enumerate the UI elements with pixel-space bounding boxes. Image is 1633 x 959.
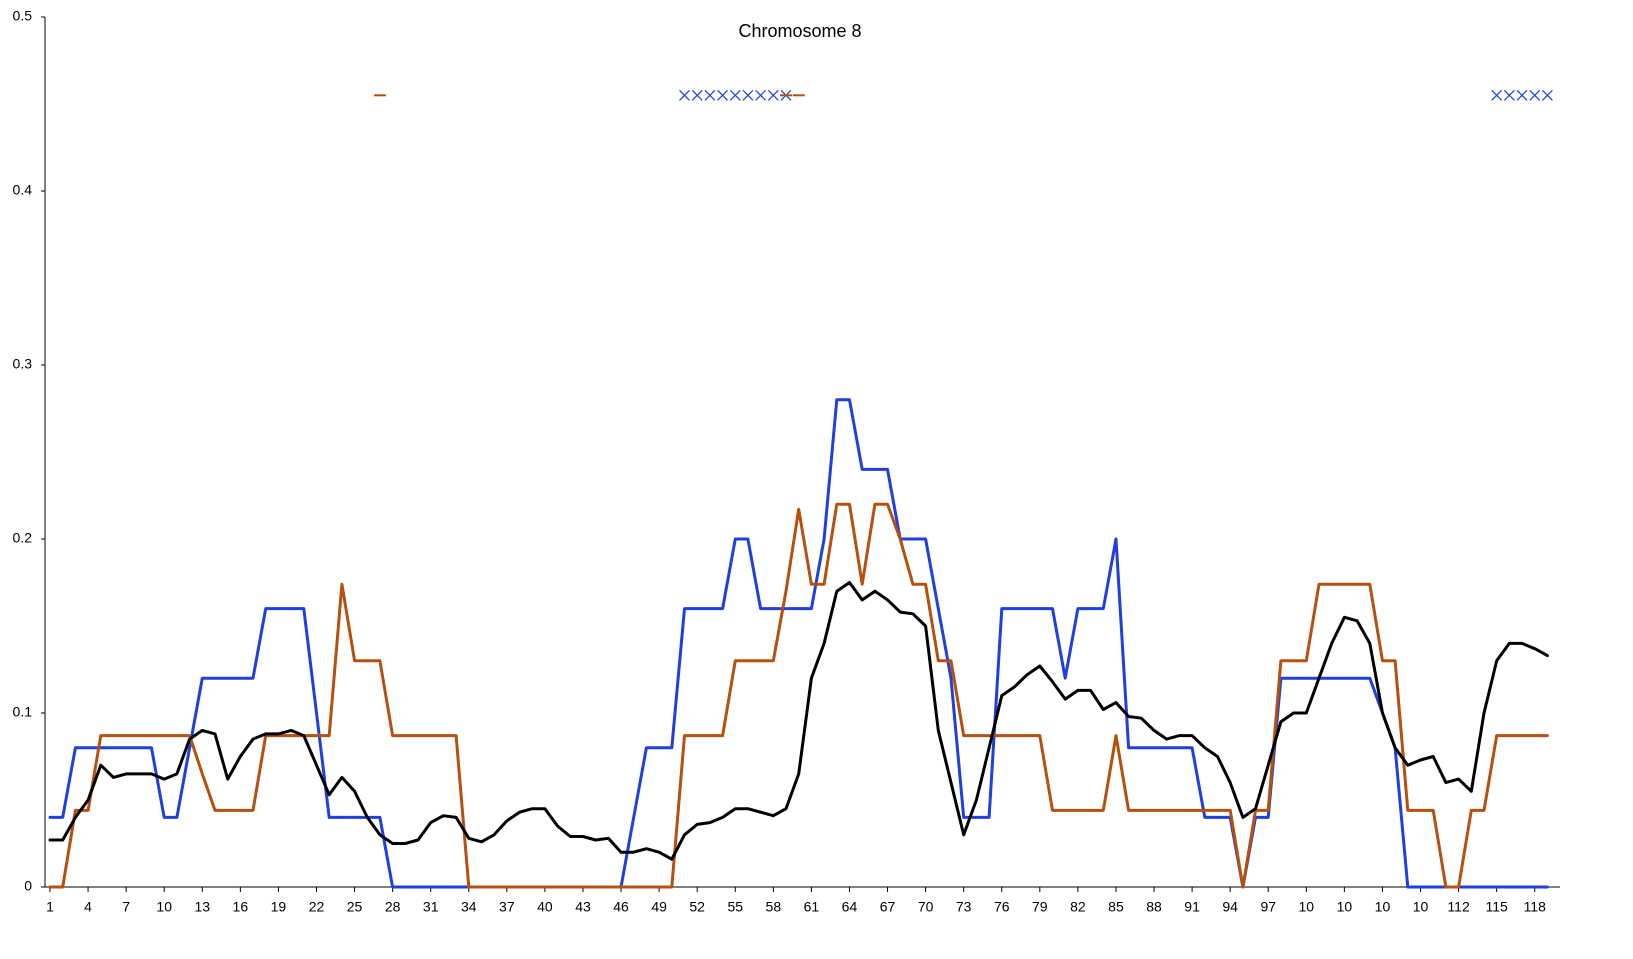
x-marker-stroke xyxy=(755,89,767,101)
x-marker-stroke xyxy=(729,89,741,101)
y-tick-label: 0.4 xyxy=(13,182,33,198)
x-tick-label: 88 xyxy=(1146,899,1162,915)
x-tick-label: 46 xyxy=(613,899,629,915)
x-tick-label: 28 xyxy=(385,899,401,915)
x-tick-label: 31 xyxy=(423,899,439,915)
x-marker-stroke xyxy=(691,89,703,101)
x-marker xyxy=(1529,89,1541,101)
x-tick-label: 10 xyxy=(1413,899,1429,915)
x-marker xyxy=(691,89,703,101)
x-tick-label: 10 xyxy=(1299,899,1315,915)
x-tick-label: 82 xyxy=(1070,899,1086,915)
x-marker-stroke xyxy=(679,89,690,101)
x-tick-label: 37 xyxy=(499,899,515,915)
series-line xyxy=(48,581,1549,861)
x-tick-label: 76 xyxy=(994,899,1010,915)
x-tick-label: 1 xyxy=(46,899,54,915)
x-marker xyxy=(717,89,728,101)
x-tick-label: 91 xyxy=(1184,899,1200,915)
x-tick-label: 115 xyxy=(1485,899,1508,915)
x-tick-label: 40 xyxy=(537,899,553,915)
x-marker-stroke xyxy=(1541,89,1553,101)
x-marker-stroke xyxy=(704,89,716,101)
x-marker xyxy=(742,89,754,101)
x-marker-stroke xyxy=(1491,89,1503,101)
x-marker xyxy=(1516,89,1528,101)
x-tick-label: 85 xyxy=(1108,899,1124,915)
x-tick-label: 79 xyxy=(1032,899,1048,915)
x-tick-label: 70 xyxy=(918,899,934,915)
series-line xyxy=(48,502,1549,889)
x-tick-label: 55 xyxy=(727,899,743,915)
x-tick-label: 19 xyxy=(271,899,287,915)
x-tick-label: 25 xyxy=(347,899,363,915)
y-tick-label: 0.2 xyxy=(13,530,33,546)
x-tick-label: 67 xyxy=(880,899,896,915)
y-tick-label: 0.3 xyxy=(13,356,33,372)
x-marker xyxy=(1503,89,1515,101)
x-tick-label: 97 xyxy=(1260,899,1276,915)
x-tick-label: 13 xyxy=(194,899,210,915)
series-line xyxy=(48,398,1549,889)
x-marker-stroke xyxy=(742,89,754,101)
x-tick-label: 73 xyxy=(956,899,972,915)
x-tick-label: 10 xyxy=(1375,899,1391,915)
x-tick-label: 118 xyxy=(1524,899,1547,915)
x-tick-label: 22 xyxy=(309,899,325,915)
x-marker xyxy=(1541,89,1553,101)
x-tick-label: 10 xyxy=(1337,899,1353,915)
x-tick-label: 94 xyxy=(1222,899,1238,915)
x-marker xyxy=(704,89,716,101)
x-marker xyxy=(755,89,767,101)
x-marker-stroke xyxy=(717,89,728,101)
x-tick-label: 58 xyxy=(766,899,782,915)
y-tick-label: 0 xyxy=(24,878,32,894)
x-tick-label: 49 xyxy=(651,899,667,915)
x-tick-label: 10 xyxy=(156,899,172,915)
x-tick-label: 4 xyxy=(84,899,92,915)
x-tick-label: 34 xyxy=(461,899,477,915)
x-tick-label: 16 xyxy=(233,899,249,915)
x-marker xyxy=(679,89,690,101)
x-marker-stroke xyxy=(1529,89,1541,101)
y-tick-label: 0.1 xyxy=(13,704,33,720)
x-marker-stroke xyxy=(767,89,779,101)
chart-title: Chromosome 8 xyxy=(738,21,861,41)
x-marker-stroke xyxy=(1516,89,1528,101)
x-tick-label: 112 xyxy=(1447,899,1470,915)
x-tick-label: 43 xyxy=(575,899,591,915)
x-tick-label: 61 xyxy=(804,899,820,915)
x-marker xyxy=(1491,89,1503,101)
x-marker xyxy=(767,89,779,101)
x-marker-stroke xyxy=(1503,89,1515,101)
x-tick-label: 64 xyxy=(842,899,858,915)
x-tick-label: 52 xyxy=(689,899,705,915)
x-marker xyxy=(729,89,741,101)
x-tick-label: 7 xyxy=(122,899,130,915)
y-tick-label: 0.5 xyxy=(13,8,33,24)
